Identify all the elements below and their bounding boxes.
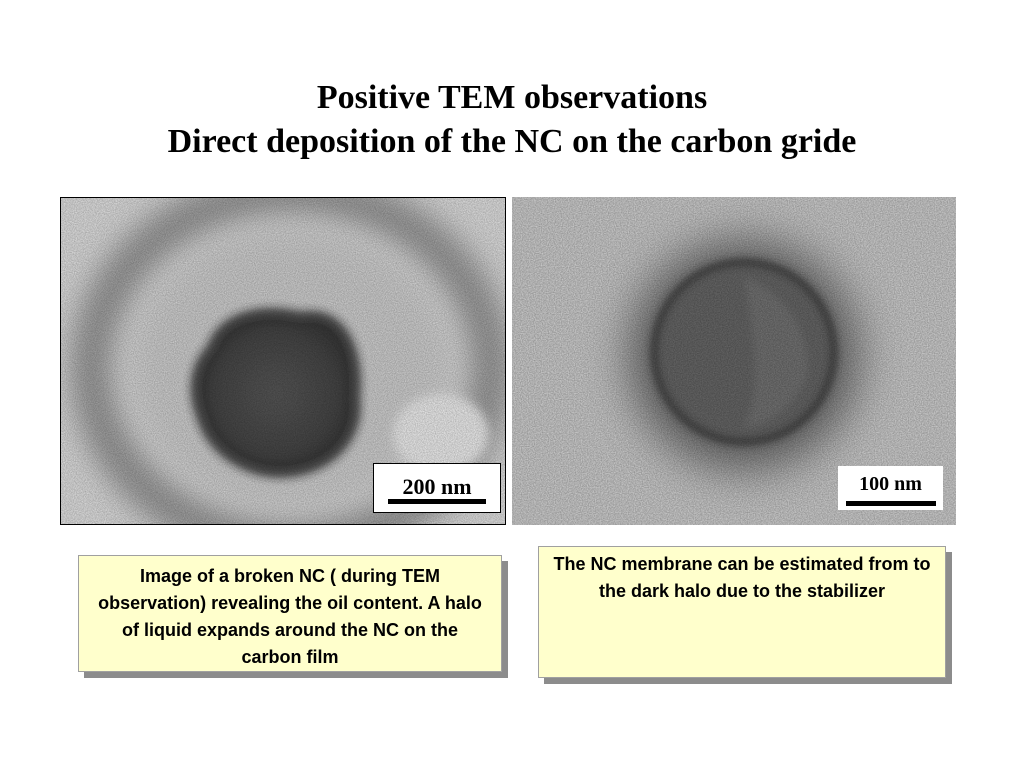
caption-box-right: The NC membrane can be estimated from to…: [538, 546, 946, 678]
tem-micrograph-nc-halo-icon: [512, 197, 956, 525]
caption-box-left: Image of a broken NC ( during TEM observ…: [78, 555, 502, 672]
scale-label-left: 200 nm: [402, 474, 472, 499]
caption-text-right: The NC membrane can be estimated from to…: [553, 554, 931, 601]
scale-label-right: 100 nm: [859, 473, 922, 495]
scale-bar-line-right: [846, 501, 936, 506]
title-line-2: Direct deposition of the NC on the carbo…: [167, 123, 857, 160]
scale-bar-200nm: 200 nm: [373, 463, 501, 513]
slide-title: Positive TEM observations Direct deposit…: [0, 76, 1024, 164]
tem-image-nc-halo: [512, 197, 956, 525]
scale-bar-line-left: [388, 499, 486, 504]
scale-bar-100nm: 100 nm: [838, 466, 943, 510]
caption-text-left: Image of a broken NC ( during TEM observ…: [98, 566, 482, 667]
title-line-1: Positive TEM observations: [316, 79, 708, 116]
